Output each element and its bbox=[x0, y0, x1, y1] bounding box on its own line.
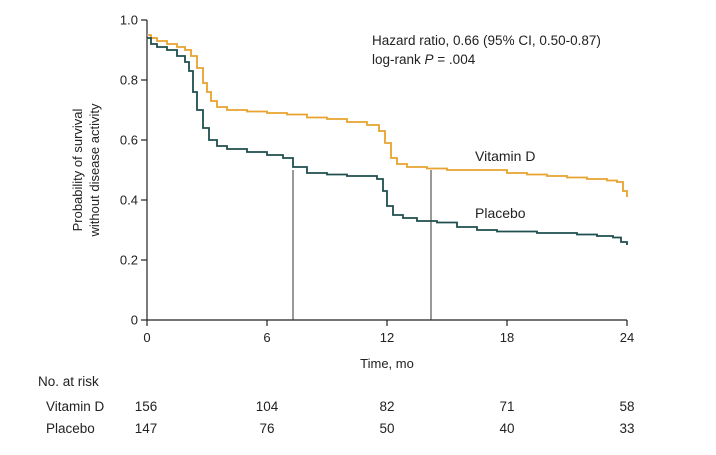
log-rank-annotation: log-rank P = .004 bbox=[372, 52, 476, 67]
series-label-vitamin-d: Vitamin D bbox=[475, 148, 535, 164]
risk-cell-placebo-18: 40 bbox=[499, 421, 515, 436]
risk-cell-vitamin-d-24: 58 bbox=[619, 399, 635, 414]
hazard-ratio-annotation: Hazard ratio, 0.66 (95% CI, 0.50-0.87) bbox=[372, 33, 601, 48]
x-tick-label: 0 bbox=[143, 330, 150, 345]
y-tick-label: 0.6 bbox=[120, 133, 138, 148]
risk-cell-placebo-0: 147 bbox=[134, 421, 158, 436]
y-axis-label-line1: Probability of survival bbox=[70, 108, 85, 231]
x-axis-label: Time, mo bbox=[360, 356, 414, 371]
x-tick-label: 6 bbox=[263, 330, 270, 345]
risk-cell-placebo-24: 33 bbox=[619, 421, 635, 436]
x-tick-label: 18 bbox=[500, 330, 514, 345]
y-tick-label: 0 bbox=[131, 313, 138, 328]
y-tick-label: 1.0 bbox=[120, 13, 138, 28]
risk-row-label-placebo: Placebo bbox=[46, 421, 95, 436]
risk-cell-placebo-6: 76 bbox=[259, 421, 275, 436]
y-tick-label: 0.4 bbox=[120, 193, 138, 208]
y-tick-label: 0.2 bbox=[120, 253, 138, 268]
x-tick-label: 12 bbox=[380, 330, 394, 345]
y-axis-label-line2: without disease activity bbox=[87, 103, 102, 237]
risk-row-label-vitamin-d: Vitamin D bbox=[46, 399, 105, 414]
x-tick-label: 24 bbox=[620, 330, 634, 345]
risk-cell-vitamin-d-0: 156 bbox=[134, 399, 158, 414]
risk-cell-placebo-12: 50 bbox=[379, 421, 395, 436]
series-line-vitamin-d bbox=[147, 34, 628, 197]
y-tick-label: 0.8 bbox=[120, 73, 138, 88]
series-line-placebo bbox=[147, 37, 628, 245]
series-label-placebo: Placebo bbox=[475, 205, 526, 221]
risk-cell-vitamin-d-6: 104 bbox=[255, 399, 279, 414]
plot-area: 0 0.2 0.4 0.6 0.8 1.0 0 6 12 18 24 Time, mo Probabil… bbox=[70, 13, 634, 372]
risk-cell-vitamin-d-18: 71 bbox=[499, 399, 515, 414]
risk-cell-vitamin-d-12: 82 bbox=[379, 399, 395, 414]
risk-table-title: No. at risk bbox=[38, 374, 99, 389]
